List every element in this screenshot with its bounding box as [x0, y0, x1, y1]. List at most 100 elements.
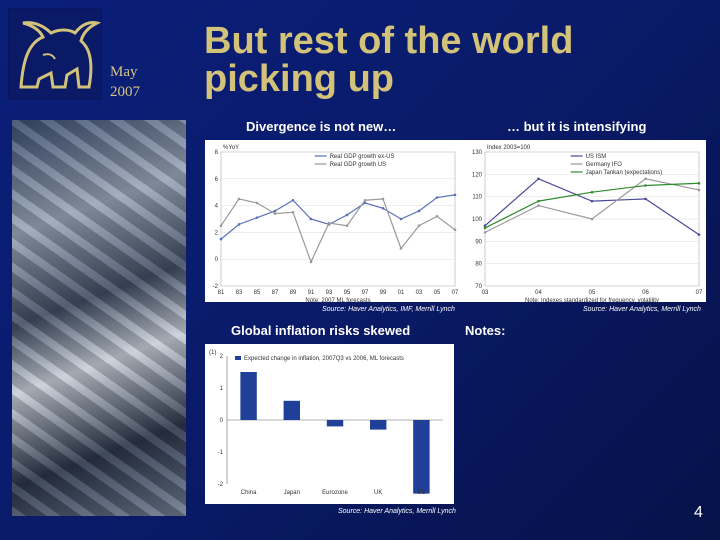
- y-tick-label: 70: [475, 284, 482, 290]
- y-tick-label: 110: [472, 195, 482, 201]
- y-tick-label: -2: [213, 284, 219, 290]
- data-point: [237, 197, 241, 201]
- gdp-growth-chart: -2 0 2 4 6 8 81 83 85 87 89 91 93 95 97 99 01 03 05 07 %YoY N…: [213, 145, 459, 304]
- x-tick-label: 04: [535, 290, 542, 296]
- chart3-source: Source: Haver Analytics, Merrill Lynch: [338, 508, 456, 515]
- x-tick-label: 87: [272, 290, 279, 296]
- data-point: [697, 233, 701, 236]
- data-point: [644, 177, 647, 181]
- y-tick-label: 80: [475, 262, 482, 268]
- y-tick-label: 130: [472, 150, 483, 156]
- bull-logo: [8, 8, 102, 100]
- y-tick-label: 6: [215, 177, 219, 183]
- data-point: [537, 199, 540, 203]
- y-tick-label: 1: [220, 386, 224, 392]
- data-point: [399, 217, 403, 221]
- intensifying-title: … but it is intensifying: [507, 119, 647, 134]
- data-point: [483, 226, 487, 230]
- y-tick-label: 2: [220, 354, 224, 360]
- x-tick-label: 83: [236, 290, 243, 296]
- legend-label: US ISM: [586, 154, 607, 160]
- y-tick-label: -1: [218, 450, 224, 456]
- x-tick-label: 99: [380, 290, 387, 296]
- bull-icon: [19, 21, 102, 89]
- y-tick-label: 90: [475, 239, 482, 245]
- legend-label: Germany IFO: [586, 162, 623, 168]
- gdp-chart-panel: -2 0 2 4 6 8 81 83 85 87 89 91 93 95 97 99 01 03 05 07 %YoY N…: [205, 140, 463, 304]
- x-tick-label: Japan: [284, 490, 300, 496]
- data-point: [697, 181, 701, 185]
- x-tick-label: 05: [589, 290, 596, 296]
- x-tick-label: 05: [434, 290, 441, 296]
- x-tick-label: 03: [482, 290, 489, 296]
- inflation-title: Global inflation risks skewed: [231, 323, 411, 338]
- x-tick-label: China: [241, 490, 257, 496]
- survey-chart-panel: 70 80 90 100 110 120 130 03 04 05 06 07 Index 2003=1…: [463, 140, 706, 304]
- notes-title: Notes:: [465, 323, 506, 338]
- series-line: [484, 178, 700, 233]
- x-tick-label: 07: [452, 290, 459, 296]
- x-tick-label: US: [417, 490, 425, 496]
- data-point: [483, 224, 487, 227]
- divergence-title: Divergence is not new…: [246, 119, 397, 134]
- x-tick-label: Eurozone: [322, 490, 348, 496]
- bar: [240, 372, 257, 420]
- inflation-chart-panel: (1) Expected change in inflation, 2007Q3 …: [205, 344, 454, 504]
- data-point: [255, 216, 259, 219]
- x-tick-label: 07: [696, 290, 703, 296]
- data-point: [417, 224, 421, 227]
- data-point: [483, 231, 487, 234]
- data-point: [291, 198, 295, 202]
- x-tick-label: 85: [254, 290, 261, 296]
- legend-label: Japan Tankan (expectations): [586, 170, 663, 176]
- y-tick-label: 2: [215, 230, 219, 236]
- data-point: [327, 221, 331, 225]
- chart2-source: Source: Haver Analytics, Merrill Lynch: [583, 306, 701, 313]
- data-point: [697, 188, 701, 192]
- data-point: [255, 201, 259, 205]
- data-point: [381, 206, 385, 210]
- data-point: [435, 196, 439, 199]
- legend-label: Real GDP growth ex-US: [330, 154, 395, 160]
- data-point: [399, 247, 403, 250]
- data-point: [644, 184, 647, 187]
- data-point: [435, 215, 439, 218]
- data-point: [291, 211, 295, 214]
- y-tick-label: 0: [215, 257, 219, 263]
- x-tick-label: 93: [326, 290, 333, 296]
- data-point: [345, 224, 349, 227]
- chart-note: Note: 2007 ML forecasts: [305, 298, 370, 302]
- x-tick-label: 01: [398, 290, 405, 296]
- y-axis-label: Index 2003=100: [487, 145, 531, 151]
- y-tick-label: 4: [215, 204, 219, 210]
- bar: [413, 420, 430, 494]
- x-tick-label: 81: [218, 290, 225, 296]
- data-point: [590, 190, 594, 194]
- data-point: [363, 198, 367, 202]
- y-tick-label: 120: [472, 172, 483, 178]
- data-point: [537, 177, 540, 181]
- series-line: [484, 182, 700, 229]
- x-tick-label: 95: [344, 290, 351, 296]
- currency-photo: [12, 120, 186, 516]
- data-point: [309, 217, 313, 221]
- year-label: 2007: [110, 84, 140, 100]
- data-point: [273, 209, 277, 213]
- x-tick-label: 06: [642, 290, 649, 296]
- x-tick-label: 03: [416, 290, 423, 296]
- chart1-source: Source: Haver Analytics, IMF, Merrill Ly…: [322, 306, 455, 313]
- data-point: [381, 197, 385, 201]
- x-tick-label: 91: [308, 290, 315, 296]
- data-point: [537, 204, 540, 207]
- bar: [369, 420, 387, 430]
- legend-label: Expected change in inflation, 2007Q3 vs …: [244, 356, 404, 362]
- page-number: 4: [694, 504, 703, 521]
- y-tick-label: 0: [220, 418, 224, 424]
- y-tick-label: 8: [215, 150, 219, 156]
- month-label: May: [110, 64, 138, 80]
- data-point: [644, 197, 647, 201]
- data-point: [219, 237, 223, 241]
- bar: [326, 420, 344, 427]
- inflation-bar-chart: (1) Expected change in inflation, 2007Q3 …: [209, 350, 443, 496]
- data-point: [273, 212, 277, 215]
